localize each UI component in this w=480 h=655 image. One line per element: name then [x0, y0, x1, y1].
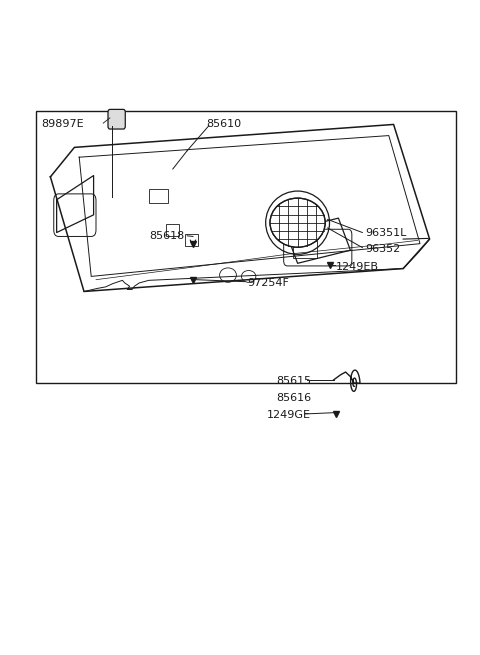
Bar — [185, 234, 198, 246]
Text: 1249GE: 1249GE — [266, 410, 311, 421]
Text: 85610: 85610 — [206, 119, 241, 130]
Text: 96352: 96352 — [365, 244, 400, 254]
Bar — [166, 224, 179, 236]
Text: 96351L: 96351L — [365, 227, 406, 238]
Text: 89897E: 89897E — [41, 119, 84, 130]
Text: 85618: 85618 — [150, 231, 185, 241]
Bar — [149, 189, 168, 203]
Bar — [293, 238, 317, 258]
Text: 97254F: 97254F — [247, 278, 289, 288]
Text: 1249EB: 1249EB — [336, 261, 379, 272]
Text: 85615: 85615 — [276, 376, 311, 386]
Text: 85616: 85616 — [276, 392, 311, 403]
Bar — [36, 111, 456, 383]
Ellipse shape — [270, 198, 325, 247]
FancyBboxPatch shape — [108, 109, 125, 129]
